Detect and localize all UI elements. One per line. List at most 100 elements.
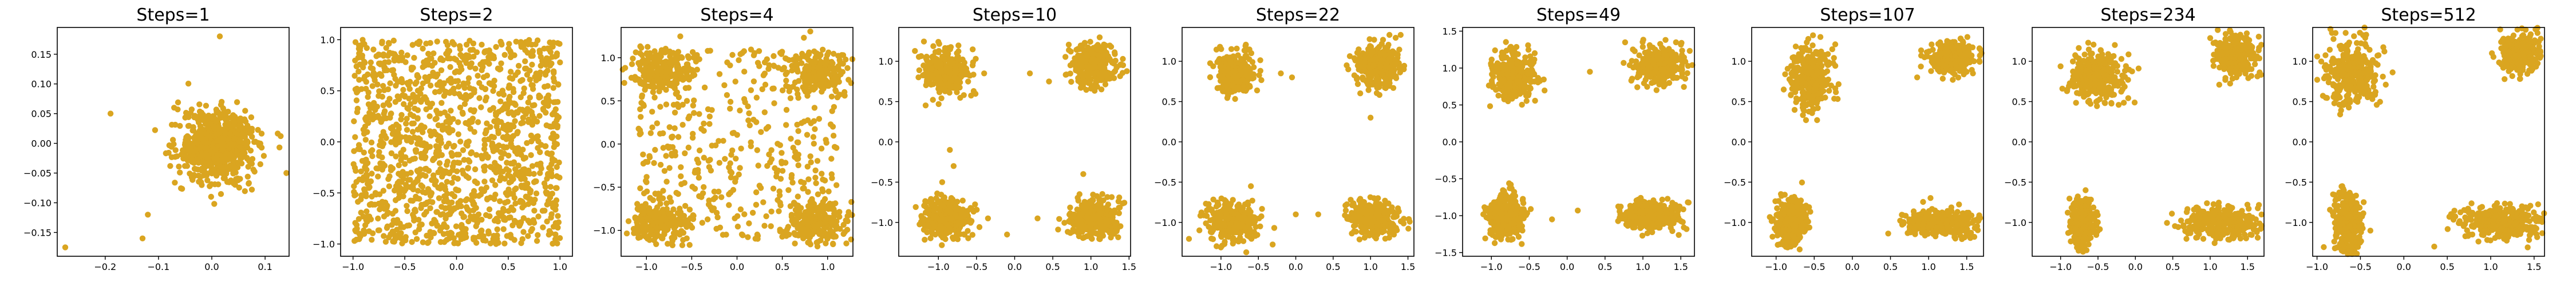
scatter-point bbox=[683, 217, 689, 224]
scatter-point bbox=[455, 131, 461, 137]
scatter-point bbox=[413, 149, 419, 155]
scatter-point bbox=[369, 153, 376, 160]
scatter-point bbox=[236, 184, 242, 191]
scatter-point bbox=[358, 209, 364, 216]
scatter-point bbox=[416, 196, 422, 202]
scatter-point bbox=[353, 97, 360, 104]
scatter-point bbox=[764, 162, 771, 169]
scatter-point bbox=[475, 73, 481, 79]
scatter-point bbox=[492, 110, 499, 116]
scatter-point bbox=[937, 217, 943, 224]
scatter-point bbox=[947, 58, 954, 65]
scatter-point bbox=[553, 185, 559, 191]
scatter-point bbox=[707, 157, 713, 163]
scatter-point bbox=[955, 48, 962, 54]
scatter-point bbox=[922, 236, 928, 243]
scatter-point bbox=[959, 197, 966, 204]
scatter-point bbox=[492, 182, 499, 188]
scatter-point bbox=[1081, 39, 1088, 46]
scatter-point bbox=[641, 102, 647, 109]
scatter-point bbox=[720, 232, 726, 238]
scatter-point bbox=[231, 165, 238, 171]
scatter-point bbox=[424, 77, 431, 84]
scatter-point bbox=[393, 141, 399, 148]
scatter-point bbox=[819, 170, 825, 177]
scatter-point bbox=[701, 84, 708, 91]
scatter-point bbox=[915, 74, 922, 81]
scatter-point bbox=[649, 109, 655, 115]
scatter-point bbox=[666, 210, 673, 216]
scatter-point bbox=[1067, 230, 1074, 236]
scatter-point bbox=[779, 168, 786, 174]
scatter-point bbox=[519, 184, 525, 190]
scatter-point bbox=[729, 147, 736, 154]
scatter-point bbox=[670, 102, 677, 108]
scatter-point bbox=[451, 142, 457, 149]
scatter-point bbox=[646, 153, 653, 159]
scatter-point bbox=[429, 199, 436, 205]
scatter-point bbox=[754, 236, 761, 242]
scatter-point bbox=[716, 160, 723, 166]
scatter-point bbox=[404, 208, 410, 214]
scatter-point bbox=[497, 174, 504, 180]
scatter-point bbox=[976, 224, 983, 231]
scatter-points bbox=[912, 34, 1130, 248]
scatter-point bbox=[819, 186, 825, 192]
scatter-point bbox=[192, 137, 198, 143]
scatter-point bbox=[418, 182, 424, 189]
scatter-point bbox=[741, 211, 748, 217]
scatter-point bbox=[481, 137, 488, 144]
scatter-point bbox=[818, 145, 825, 152]
scatter-point bbox=[451, 193, 457, 200]
scatter-point bbox=[386, 102, 393, 108]
scatter-point bbox=[392, 232, 398, 239]
scatter-point bbox=[1077, 61, 1083, 68]
scatter-point bbox=[432, 89, 438, 96]
scatter-point bbox=[554, 164, 560, 170]
scatter-point bbox=[675, 190, 681, 197]
scatter-point bbox=[1026, 70, 1033, 77]
scatter-point bbox=[720, 138, 726, 144]
scatter-point bbox=[844, 227, 851, 233]
scatter-point bbox=[276, 144, 283, 150]
scatter-point bbox=[437, 228, 444, 234]
scatter-point bbox=[175, 99, 181, 106]
scatter-point bbox=[438, 100, 445, 106]
scatter-point bbox=[763, 213, 769, 220]
scatter-point bbox=[227, 130, 233, 137]
scatter-point bbox=[551, 70, 557, 76]
scatter-point bbox=[682, 202, 689, 209]
scatter-point bbox=[691, 72, 698, 78]
scatter-point bbox=[1068, 78, 1074, 85]
scatter-point bbox=[1116, 204, 1123, 210]
scatter-point bbox=[386, 96, 393, 102]
scatter-point bbox=[1062, 54, 1069, 60]
scatter-point bbox=[795, 128, 801, 134]
scatter-point bbox=[466, 208, 473, 214]
scatter-point bbox=[920, 38, 927, 45]
scatter-point bbox=[354, 105, 361, 112]
scatter-point bbox=[836, 67, 842, 73]
scatter-point bbox=[453, 186, 459, 193]
scatter-point bbox=[706, 164, 713, 170]
scatter-point bbox=[741, 69, 748, 75]
scatter-point bbox=[805, 117, 811, 124]
scatter-point bbox=[505, 96, 512, 102]
scatter-point bbox=[961, 211, 967, 218]
scatter-point bbox=[365, 94, 371, 100]
scatter-point bbox=[759, 86, 765, 93]
scatter-point bbox=[1246, 46, 1253, 53]
scatter-point bbox=[794, 139, 801, 145]
scatter-point bbox=[189, 128, 196, 134]
scatter-point bbox=[1238, 55, 1244, 62]
scatter-point bbox=[724, 92, 730, 98]
scatter-point bbox=[916, 221, 923, 228]
scatter-point bbox=[519, 77, 526, 83]
scatter-point bbox=[464, 80, 471, 86]
scatter-point bbox=[426, 113, 433, 120]
scatter-point bbox=[483, 94, 489, 101]
scatter-point bbox=[375, 173, 381, 180]
scatter-point bbox=[461, 213, 468, 220]
scatter-point bbox=[1207, 60, 1214, 66]
scatter-point bbox=[675, 134, 682, 140]
